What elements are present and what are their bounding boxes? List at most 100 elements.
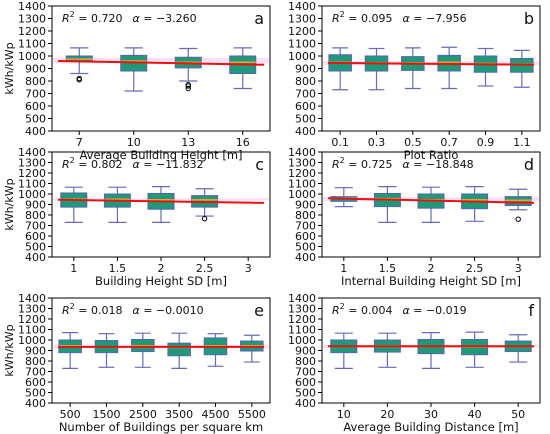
y-tick-label: 1100 bbox=[18, 178, 46, 191]
y-tick-label: 500 bbox=[25, 241, 46, 254]
x-tick-label: 1 bbox=[70, 262, 77, 275]
box-4 bbox=[504, 188, 532, 222]
stats-annotation: R2 = 0.725 α = −18.848 bbox=[332, 156, 474, 171]
x-tick-label: 10 bbox=[337, 408, 351, 421]
alpha-symbol: α bbox=[402, 304, 410, 317]
y-tick-label: 1200 bbox=[288, 167, 316, 180]
x-axis-label: Number of Buildings per square km bbox=[59, 420, 263, 434]
alpha-symbol: α bbox=[132, 158, 140, 171]
panel-letter: e bbox=[254, 301, 264, 320]
y-tick-label: 1400 bbox=[288, 146, 316, 159]
x-tick-label: 4500 bbox=[202, 408, 230, 421]
y-tick-label: 700 bbox=[25, 220, 46, 233]
panel-a: 40050060070080090010001100120013001400kW… bbox=[3, 0, 271, 162]
box-body bbox=[167, 342, 191, 357]
alpha-equals: = bbox=[410, 304, 426, 317]
box-2 bbox=[417, 186, 445, 223]
y-axis-label: kWh/kWp bbox=[3, 178, 16, 230]
r2-exponent: 2 bbox=[340, 156, 345, 165]
alpha-symbol: α bbox=[132, 12, 140, 25]
stats-annotation: R2 = 0.004 α = −0.019 bbox=[332, 302, 467, 317]
x-tick-label: 3500 bbox=[165, 408, 193, 421]
box-0 bbox=[65, 47, 93, 83]
r2-symbol: R bbox=[62, 12, 70, 25]
x-tick-label: 0.7 bbox=[440, 136, 458, 149]
y-tick-label: 500 bbox=[25, 113, 46, 126]
stats-annotation: R2 = 0.720 α = −3.260 bbox=[62, 10, 197, 25]
r2-equals: = bbox=[345, 304, 361, 317]
y-tick-label: 500 bbox=[295, 241, 316, 254]
fit-line bbox=[57, 60, 265, 66]
y-tick-label: 1300 bbox=[288, 13, 316, 26]
x-tick-label: 1.5 bbox=[379, 262, 397, 275]
y-tick-label: 1000 bbox=[18, 50, 46, 63]
y-tick-label: 1200 bbox=[18, 25, 46, 38]
r2-exponent: 2 bbox=[70, 10, 75, 19]
y-tick-label: 900 bbox=[25, 199, 46, 212]
y-tick-label: 600 bbox=[295, 376, 316, 389]
box-3 bbox=[229, 47, 257, 90]
y-tick-label: 1100 bbox=[18, 324, 46, 337]
box-1 bbox=[373, 186, 401, 223]
y-tick-label: 500 bbox=[295, 387, 316, 400]
x-tick-label: 13 bbox=[181, 136, 195, 149]
panel-e: 40050060070080090010001100120013001400kW… bbox=[3, 292, 271, 434]
outlier-point bbox=[76, 75, 82, 82]
y-tick-label: 1100 bbox=[288, 178, 316, 191]
y-tick-label: 1400 bbox=[288, 0, 316, 13]
alpha-symbol: α bbox=[402, 158, 410, 171]
x-axis-label: Building Height SD [m] bbox=[95, 274, 227, 288]
r2-equals: = bbox=[75, 304, 91, 317]
y-tick-label: 900 bbox=[25, 63, 46, 76]
y-axis-label: kWh/kWp bbox=[3, 42, 16, 94]
box-5 bbox=[510, 49, 534, 88]
y-tick-label: 700 bbox=[295, 366, 316, 379]
y-tick-label: 800 bbox=[25, 209, 46, 222]
y-tick-label: 800 bbox=[295, 209, 316, 222]
y-tick-label: 1300 bbox=[18, 303, 46, 316]
x-tick-label: 1 bbox=[340, 262, 347, 275]
x-tick-label: 0.1 bbox=[331, 136, 349, 149]
y-tick-label: 1400 bbox=[18, 146, 46, 159]
y-tick-label: 700 bbox=[25, 366, 46, 379]
x-tick-label: 2500 bbox=[129, 408, 157, 421]
x-tick-label: 2.5 bbox=[196, 262, 214, 275]
median-band bbox=[53, 57, 269, 64]
box-2 bbox=[174, 47, 202, 92]
alpha-equals: = bbox=[140, 158, 156, 171]
y-tick-label: 400 bbox=[25, 251, 46, 264]
y-tick-label: 600 bbox=[25, 100, 46, 113]
box-1 bbox=[120, 47, 148, 92]
r2-value: 0.018 bbox=[91, 304, 123, 317]
alpha-symbol: α bbox=[402, 12, 410, 25]
x-tick-label: 3 bbox=[515, 262, 522, 275]
y-tick-label: 400 bbox=[25, 397, 46, 410]
r2-symbol: R bbox=[332, 158, 340, 171]
box-1 bbox=[103, 186, 131, 223]
y-tick-label: 1000 bbox=[288, 188, 316, 201]
outlier-point bbox=[185, 82, 191, 88]
y-tick-label: 800 bbox=[25, 75, 46, 88]
y-tick-label: 1300 bbox=[18, 13, 46, 26]
box-0 bbox=[330, 332, 358, 369]
box-2 bbox=[417, 332, 445, 369]
x-tick-label: 2 bbox=[158, 262, 165, 275]
y-tick-label: 400 bbox=[295, 397, 316, 410]
alpha-value: −0.019 bbox=[426, 304, 467, 317]
y-tick-label: 1200 bbox=[288, 25, 316, 38]
fit-line bbox=[327, 197, 535, 204]
y-tick-label: 700 bbox=[25, 88, 46, 101]
x-axis-label: Average Building Distance [m] bbox=[343, 420, 518, 434]
fit-line bbox=[327, 61, 535, 66]
y-tick-label: 500 bbox=[25, 387, 46, 400]
r2-equals: = bbox=[75, 158, 91, 171]
box-3 bbox=[167, 332, 191, 369]
x-tick-label: 16 bbox=[236, 136, 250, 149]
x-tick-label: 1500 bbox=[93, 408, 121, 421]
y-tick-label: 1400 bbox=[18, 0, 46, 13]
x-tick-label: 30 bbox=[424, 408, 438, 421]
box-3 bbox=[461, 186, 489, 222]
box-4 bbox=[473, 47, 498, 87]
